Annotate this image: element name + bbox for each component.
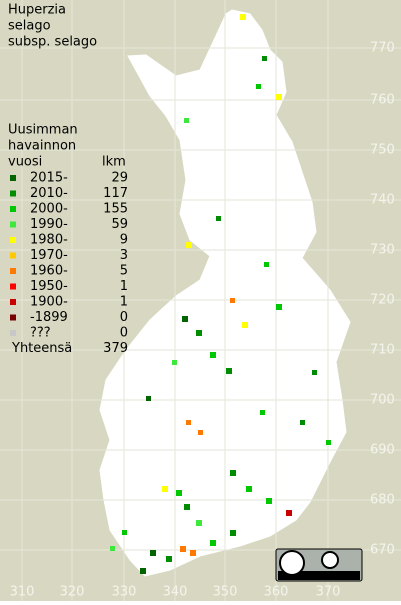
- legend-swatch: [10, 252, 16, 259]
- legend-label: -1899: [30, 310, 68, 325]
- legend-label: 1980-: [30, 233, 68, 248]
- legend-count: 0: [120, 326, 128, 341]
- title-line: Huperzia: [8, 3, 66, 18]
- legend-swatch: [10, 283, 16, 290]
- legend-count-heading: lkm: [102, 155, 126, 170]
- legend-label: 1970-: [30, 248, 68, 263]
- x-coordinate-label: 350: [213, 585, 238, 600]
- y-coordinate-label: 730: [370, 243, 395, 258]
- legend-label: ???: [30, 326, 51, 341]
- legend-swatch: [10, 175, 16, 181]
- legend-swatch: [10, 299, 16, 305]
- legend-total-count: 379: [103, 341, 128, 356]
- legend-label: 2015-: [30, 171, 68, 186]
- legend-total-label: Yhteensä: [11, 341, 72, 356]
- x-coordinate-label: 370: [316, 585, 341, 600]
- legend-label: 1990-: [30, 217, 68, 232]
- title-line: subsp. selago: [8, 35, 97, 50]
- legend-swatch: [10, 221, 16, 228]
- y-coordinate-label: 720: [370, 293, 395, 308]
- legend-count: 3: [120, 248, 128, 263]
- legend-swatch: [10, 190, 16, 197]
- legend-label: 2000-: [30, 202, 68, 217]
- legend-count: 155: [103, 202, 128, 217]
- legend-swatch: [10, 314, 16, 321]
- legend-count: 5: [120, 264, 128, 279]
- legend-label: 1960-: [30, 264, 68, 279]
- legend-swatch: [10, 330, 16, 336]
- legend-label: 1900-: [30, 295, 68, 310]
- legend-heading: Uusimman: [8, 123, 78, 138]
- legend-count: 9: [120, 233, 128, 248]
- y-coordinate-label: 760: [370, 93, 395, 108]
- y-coordinate-label: 770: [370, 41, 395, 56]
- x-coordinate-label: 340: [163, 585, 188, 600]
- legend-heading: havainnon: [8, 139, 76, 154]
- legend-count: 1: [120, 295, 128, 310]
- observation-squares: [110, 14, 331, 574]
- x-coordinate-label: 330: [112, 585, 137, 600]
- x-coordinate-label: 310: [10, 585, 35, 600]
- y-coordinate-label: 750: [370, 143, 395, 158]
- y-coordinate-label: 670: [370, 543, 395, 558]
- title-line: selago: [8, 19, 51, 34]
- license-badge: [275, 548, 363, 582]
- x-coordinate-label: 360: [264, 585, 289, 600]
- legend-label: 1950-: [30, 279, 68, 294]
- legend-swatch: [10, 268, 16, 274]
- legend-heading: vuosi: [8, 155, 42, 170]
- legend-label: 2010-: [30, 186, 68, 201]
- legend-count: 59: [111, 217, 128, 232]
- y-coordinate-label: 740: [370, 193, 395, 208]
- y-coordinate-label: 690: [370, 443, 395, 458]
- legend-swatch: [10, 237, 16, 243]
- x-coordinate-label: 320: [60, 585, 85, 600]
- y-coordinate-label: 710: [370, 343, 395, 358]
- legend-count: 29: [111, 171, 128, 186]
- legend-swatch: [10, 206, 16, 212]
- y-coordinate-label: 700: [370, 393, 395, 408]
- legend-count: 117: [103, 186, 128, 201]
- legend-count: 0: [120, 310, 128, 325]
- y-coordinate-label: 680: [370, 493, 395, 508]
- legend-count: 1: [120, 279, 128, 294]
